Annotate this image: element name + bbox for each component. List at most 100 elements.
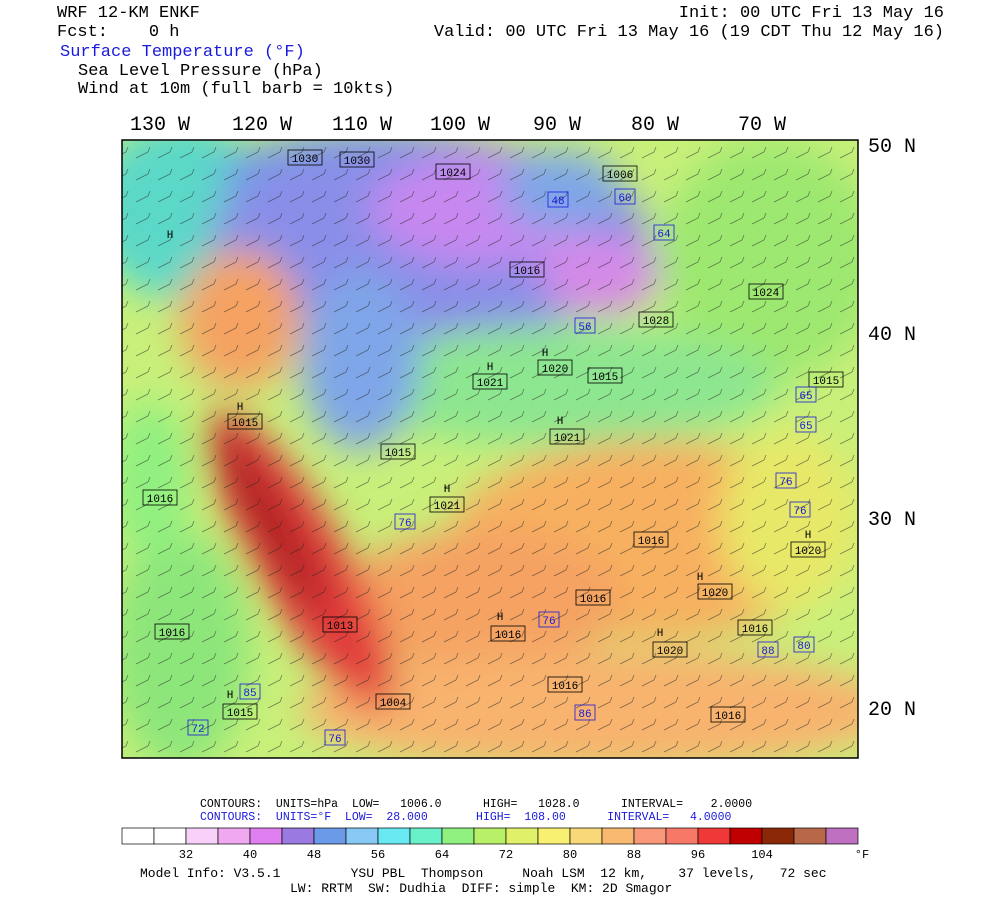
temperature-label: 65	[799, 421, 812, 433]
temperature-label-box	[538, 611, 560, 628]
pressure-label-box	[380, 443, 416, 460]
temperature-label: 86	[578, 709, 591, 721]
longitude-label: 80 W	[631, 114, 679, 137]
temperature-label-box	[775, 472, 797, 489]
pressure-label: 1015	[813, 376, 839, 388]
color-bar-box	[473, 827, 507, 845]
pressure-label-box	[472, 373, 508, 390]
temperature-label: 65	[799, 391, 812, 403]
pressure-label-box	[490, 625, 526, 642]
temperature-label-box	[239, 683, 261, 700]
physics-info: LW: RRTM SW: Dudhia DIFF: simple KM: 2D …	[290, 881, 673, 896]
temperature-label: 80	[797, 641, 810, 653]
pressure-label: 1015	[232, 418, 258, 430]
pressure-label: 1016	[495, 630, 521, 642]
color-bar-box	[697, 827, 731, 845]
pressure-label: 1024	[440, 168, 467, 180]
pressure-label-box	[737, 619, 773, 636]
pressure-label: 1013	[327, 621, 353, 633]
longitude-label: 70 W	[738, 114, 786, 137]
latitude-label: 20 N	[868, 699, 916, 722]
color-bar-tick-label: 40	[243, 848, 257, 862]
color-bar-box	[633, 827, 667, 845]
temperature-label-box	[789, 501, 811, 518]
high-marker: H	[557, 416, 564, 428]
temperature-label-box	[795, 386, 817, 403]
temperature-label: 56	[578, 322, 591, 334]
color-bar-box	[761, 827, 795, 845]
color-bar-tick-label: 64	[435, 848, 449, 862]
color-bar-tick-label: 32	[179, 848, 193, 862]
pressure-label-box	[748, 283, 784, 300]
pressure-label: 1024	[753, 288, 780, 300]
init-time: Init: 00 UTC Fri 13 May 16	[678, 4, 944, 23]
temperature-label: 88	[761, 646, 774, 658]
temperature-contour-info: CONTOURS: UNITS=°F LOW= 28.000 HIGH= 108…	[200, 811, 732, 824]
temperature-label-box	[795, 416, 817, 433]
temperature-label-box	[574, 317, 596, 334]
color-bar-box	[249, 827, 283, 845]
pressure-label-box	[602, 165, 638, 182]
high-marker: H	[237, 402, 244, 414]
color-bar-box	[441, 827, 475, 845]
model-info: Model Info: V3.5.1 YSU PBL Thompson Noah…	[140, 866, 827, 881]
pressure-label-box	[322, 616, 358, 633]
high-marker: H	[227, 690, 234, 702]
color-bar: 32 40 48 56 64 72 80 88 96 104 °F	[121, 827, 869, 862]
pressure-label-box	[638, 311, 674, 328]
pressure-label: 1006	[607, 170, 633, 182]
pressure-label: 1021	[477, 378, 504, 390]
pressure-label: 1030	[344, 156, 370, 168]
longitude-label: 90 W	[533, 114, 581, 137]
latitude-label: 40 N	[868, 324, 916, 347]
color-bar-unit: °F	[855, 848, 869, 862]
pressure-label-box	[227, 413, 263, 430]
temperature-field	[122, 140, 858, 758]
high-marker: H	[542, 348, 549, 360]
pressure-label: 1004	[380, 698, 407, 710]
pressure-label-box	[790, 541, 826, 558]
temperature-label-box	[187, 719, 209, 736]
high-marker: H	[697, 572, 704, 584]
longitude-label: 100 W	[430, 114, 490, 137]
forecast-hour: Fcst: 0 h	[57, 23, 180, 42]
valid-time: Valid: 00 UTC Fri 13 May 16 (19 CDT Thu …	[433, 23, 944, 42]
field-temperature: Surface Temperature (°F)	[60, 43, 305, 62]
pressure-label-box	[287, 149, 323, 166]
pressure-label: 1020	[795, 546, 821, 558]
pressure-label: 1028	[643, 316, 669, 328]
color-bar-tick-label: 104	[751, 848, 773, 862]
pressure-label-box	[222, 703, 258, 720]
color-bar-box	[345, 827, 379, 845]
color-bar-tick-label: 72	[499, 848, 513, 862]
model-title: WRF 12-KM ENKF	[57, 4, 200, 23]
color-bar-box	[377, 827, 411, 845]
color-bar-tick-label: 88	[627, 848, 641, 862]
pressure-label: 1016	[742, 624, 768, 636]
color-bar-box	[121, 827, 155, 845]
color-bar-box	[409, 827, 443, 845]
color-bar-box	[153, 827, 187, 845]
pressure-label: 1016	[147, 494, 173, 506]
color-bar-box	[217, 827, 251, 845]
pressure-label-box	[339, 151, 375, 168]
pressure-label: 1021	[434, 501, 461, 513]
color-bar-box	[537, 827, 571, 845]
pressure-label-box	[652, 641, 688, 658]
color-bar-box	[793, 827, 827, 845]
temperature-label: 76	[793, 506, 806, 518]
pressure-label: 1015	[227, 708, 253, 720]
temperature-label: 64	[657, 229, 671, 241]
pressure-label: 1016	[514, 266, 540, 278]
temperature-label: 72	[191, 724, 204, 736]
longitude-label: 130 W	[130, 114, 190, 137]
temperature-label-box	[614, 188, 636, 205]
pressure-label: 1020	[542, 364, 568, 376]
high-marker: H	[167, 230, 174, 242]
color-bar-tick-label: 80	[563, 848, 577, 862]
temperature-label-box	[394, 513, 416, 530]
color-bar-box	[569, 827, 603, 845]
pressure-label-box	[633, 531, 669, 548]
pressure-label-box	[429, 496, 465, 513]
temperature-label-box	[574, 704, 596, 721]
